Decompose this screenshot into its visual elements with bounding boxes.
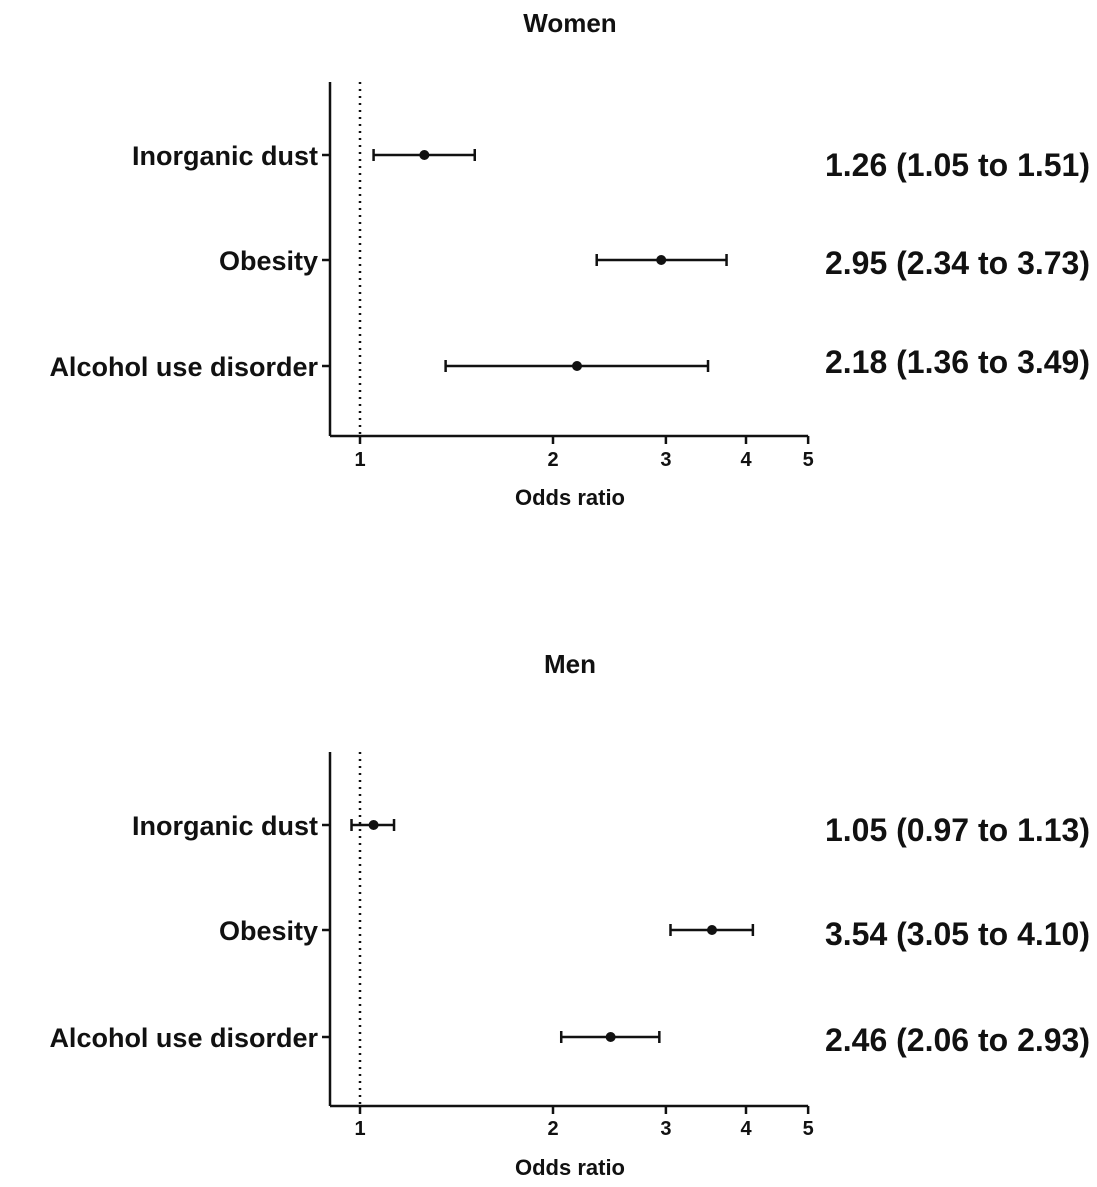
x-tick-label: 2	[547, 1118, 558, 1140]
x-tick-label: 2	[547, 449, 558, 471]
x-tick-label: 1	[354, 1118, 365, 1140]
category-label: Inorganic dust	[132, 811, 318, 841]
odds-ratio-label: 1.05 (0.97 to 1.13)	[825, 812, 1090, 848]
x-tick-label: 5	[803, 449, 814, 471]
odds-ratio-label: 2.95 (2.34 to 3.73)	[825, 245, 1090, 281]
point-estimate	[419, 150, 430, 160]
point-estimate	[605, 1032, 616, 1042]
odds-ratio-label: 2.18 (1.36 to 3.49)	[825, 344, 1090, 380]
x-axis-title: Odds ratio	[515, 485, 625, 510]
x-axis-title: Odds ratio	[515, 1155, 625, 1180]
x-tick-label: 4	[740, 449, 752, 471]
odds-ratio-label: 2.46 (2.06 to 2.93)	[825, 1022, 1090, 1058]
x-tick-label: 5	[803, 1118, 814, 1140]
category-label: Obesity	[219, 916, 318, 946]
forest-panel-men: Men 1 2 3 4 5 Odds ratio Inorganic dust 1.05 (0.…	[49, 649, 1090, 1180]
odds-ratio-label: 3.54 (3.05 to 4.10)	[825, 916, 1090, 952]
category-label: Alcohol use disorder	[49, 1023, 318, 1053]
odds-ratio-label: 1.26 (1.05 to 1.51)	[825, 147, 1090, 183]
x-tick-label: 3	[660, 1118, 671, 1140]
point-estimate	[706, 925, 717, 935]
x-tick-label: 3	[660, 449, 671, 471]
x-tick-label: 4	[740, 1118, 752, 1140]
panel-title: Women	[523, 8, 616, 38]
point-estimate	[571, 361, 582, 371]
point-estimate	[368, 820, 379, 830]
panel-title: Men	[544, 649, 596, 679]
forest-panel-women: Women 1 2 3 4 5 Odds ratio Inorganic dust 1.26 (…	[49, 8, 1090, 510]
category-label: Obesity	[219, 246, 318, 276]
point-estimate	[656, 255, 667, 265]
category-label: Alcohol use disorder	[49, 352, 318, 382]
x-tick-label: 1	[354, 449, 365, 471]
category-label: Inorganic dust	[132, 141, 318, 171]
